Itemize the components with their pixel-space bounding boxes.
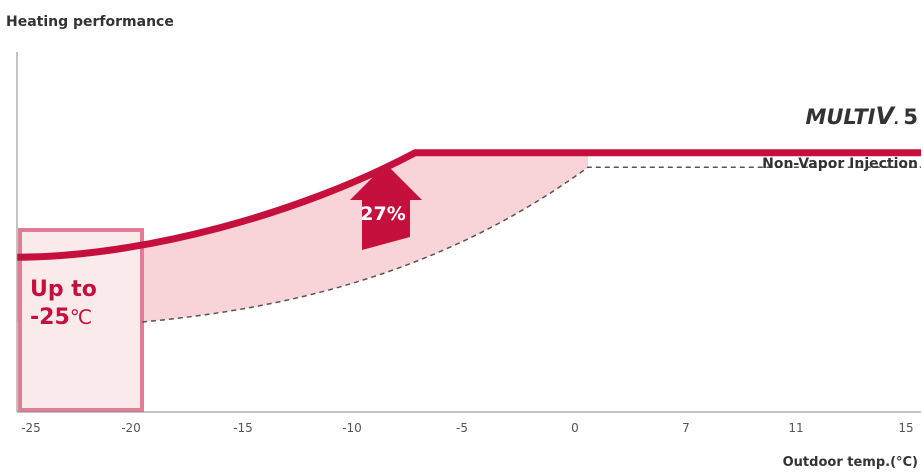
range-annotation-value: -25 [30,305,70,330]
x-axis-label: Outdoor temp.(°C) [783,455,918,470]
x-tick-label: -5 [456,421,468,435]
range-annotation-line-2: -25℃ [30,305,92,330]
series-label-multi-v-5: MULTIV. 5 [805,102,918,130]
x-tick-label: -15 [233,421,253,435]
improvement-arrow [350,164,422,250]
brand-v: V [875,102,896,130]
x-tick-label: 15 [898,421,913,435]
range-annotation-unit: ℃ [70,305,92,329]
x-tick-label: 11 [788,421,803,435]
x-tick-label: -25 [21,421,41,435]
x-tick-label: -10 [342,421,362,435]
x-tick-label: -20 [121,421,141,435]
brand-sub: . [894,112,899,128]
range-annotation-line-1: Up to [30,277,97,302]
series-label-non-vapor-injection: Non-Vapor Injection [762,156,918,172]
improvement-label: 27% [360,203,405,225]
x-axis-ticks: -25 -20 -15 -10 -5 0 7 11 15 [21,421,913,435]
brand-num: 5 [903,105,918,129]
brand-main: MULTI [805,105,875,129]
performance-gain-area [17,152,588,322]
x-tick-label: 0 [571,421,579,435]
series-line-non-vapor-injection [141,166,921,323]
x-tick-label: 7 [682,421,690,435]
y-axis-label: Heating performance [6,14,174,30]
